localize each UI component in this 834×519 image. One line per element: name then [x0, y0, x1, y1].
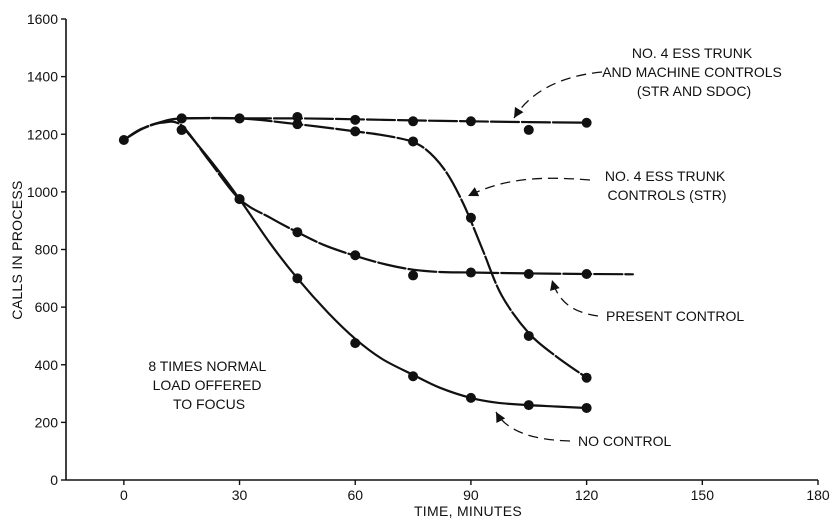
- data-point-no4-ess-trunk-str: [350, 126, 361, 137]
- annotation-line: CONTROLS (STR): [608, 187, 727, 203]
- data-point-present-control: [350, 250, 361, 261]
- x-axis-title: TIME, MINUTES: [414, 503, 522, 519]
- series-line-no-control: [180, 124, 588, 410]
- data-point-no-control: [465, 392, 476, 403]
- annotation-line: TO FOCUS: [173, 396, 245, 412]
- data-point-no4-ess-trunk-str: [408, 136, 419, 147]
- annotation-line: NO CONTROL: [578, 433, 672, 449]
- data-point-start: [118, 135, 129, 146]
- data-point-present-control: [523, 268, 534, 279]
- svg-text:NO. 4 ESS TRUNK CONTROLS: NO. 4 ESS TRUNK CONTROLS (STR): [605, 168, 729, 203]
- x-tick-label: 180: [806, 487, 830, 503]
- y-tick-label: 1000: [27, 184, 58, 200]
- annotation-leader: [513, 71, 603, 119]
- x-tick-label: 0: [120, 487, 128, 503]
- annotation-line: 8 TIMES NORMAL: [148, 358, 266, 374]
- data-point-no4-ess-trunk-machine: [292, 111, 303, 122]
- data-point-present-control: [292, 227, 303, 238]
- y-tick-label: 800: [35, 242, 59, 258]
- svg-text:NO. 4 ESS TRUNK AND MACH: NO. 4 ESS TRUNK AND MACHINE CONTROLS (ST…: [602, 45, 786, 99]
- data-point-no4-ess-trunk-str: [292, 119, 303, 130]
- data-point-no4-ess-trunk-machine: [581, 117, 592, 128]
- annotation-leader: [495, 411, 571, 442]
- x-tick-label: 30: [232, 487, 248, 503]
- annotation-line: (STR AND SDOC): [637, 83, 751, 99]
- data-point-no-control: [176, 124, 187, 135]
- y-tick-label: 1400: [27, 69, 58, 85]
- axes: 0 200 400 600 800 1000 1200 1400 1600 0 30 60 90 120 1…: [27, 11, 830, 503]
- annotation-leader: [550, 279, 599, 317]
- data-point-no-control: [523, 400, 534, 411]
- svg-text:PRESENT CONTROL: PRESENT CONTROL: [606, 308, 744, 324]
- y-tick-label: 200: [35, 414, 59, 430]
- data-point-no-control: [350, 338, 361, 349]
- annotation-line: PRESENT CONTROL: [606, 308, 744, 324]
- y-axis-title: CALLS IN PROCESS: [9, 180, 25, 319]
- data-point-present-control: [465, 267, 476, 278]
- data-point-no4-ess-trunk-str: [176, 113, 187, 124]
- data-point-no4-ess-trunk-machine: [523, 124, 534, 135]
- data-point-no-control: [581, 402, 592, 413]
- x-tick-label: 60: [347, 487, 363, 503]
- annotation-no4-str-controls: NO. 4 ESS TRUNK CONTROLS (STR): [467, 168, 729, 203]
- x-tick-label: 150: [691, 487, 715, 503]
- y-tick-label: 1600: [27, 11, 58, 27]
- data-point-no4-ess-trunk-machine: [350, 114, 361, 125]
- data-point-no-control: [408, 371, 419, 382]
- annotation-present-control: PRESENT CONTROL: [550, 279, 744, 324]
- data-point-no4-ess-trunk-str: [234, 113, 245, 124]
- svg-text:8 TIMES NORMAL LOAD OFFE: 8 TIMES NORMAL LOAD OFFERED TO FOCUS: [148, 358, 269, 412]
- annotation-no4-machine-controls: NO. 4 ESS TRUNK AND MACHINE CONTROLS (ST…: [513, 45, 786, 119]
- data-point-no4-ess-trunk-machine: [408, 116, 419, 127]
- annotation-no-control: NO CONTROL: [495, 411, 672, 449]
- data-point-no-control: [234, 194, 245, 205]
- series-line-present-control: [122, 120, 634, 276]
- y-tick-label: 600: [35, 299, 59, 315]
- annotation-line: AND MACHINE CONTROLS: [602, 64, 782, 80]
- y-tick-label: 0: [50, 472, 58, 488]
- data-point-no4-ess-trunk-str: [465, 212, 476, 223]
- x-tick-label: 120: [575, 487, 599, 503]
- annotation-leader: [467, 177, 591, 197]
- x-tick-label: 90: [463, 487, 479, 503]
- data-point-no4-ess-trunk-str: [581, 372, 592, 383]
- annotation-line: LOAD OFFERED: [153, 377, 262, 393]
- data-point-present-control: [581, 268, 592, 279]
- annotation-load-offered: 8 TIMES NORMAL LOAD OFFERED TO FOCUS: [148, 358, 269, 412]
- y-tick-label: 1200: [27, 126, 58, 142]
- data-points: [118, 111, 592, 413]
- data-point-present-control: [408, 270, 419, 281]
- data-point-no4-ess-trunk-machine: [465, 116, 476, 127]
- data-point-no4-ess-trunk-str: [523, 330, 534, 341]
- annotation-line: NO. 4 ESS TRUNK: [632, 45, 753, 61]
- annotation-line: NO. 4 ESS TRUNK: [605, 168, 726, 184]
- data-point-no-control: [292, 273, 303, 284]
- y-tick-label: 400: [35, 357, 59, 373]
- svg-text:NO CONTROL: NO CONTROL: [578, 433, 672, 449]
